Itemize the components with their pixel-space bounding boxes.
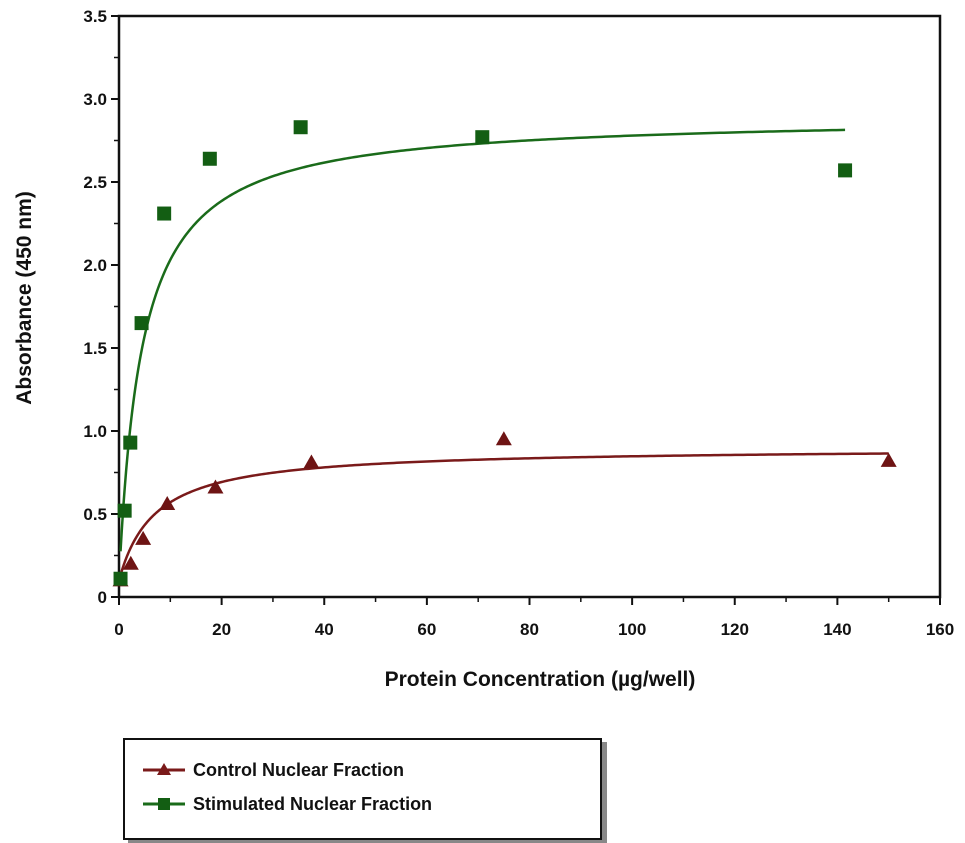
legend: Control Nuclear Fraction Stimulated Nucl… — [123, 738, 602, 840]
y-tick-label: 2.5 — [83, 173, 107, 192]
legend-item-stimulated: Stimulated Nuclear Fraction — [143, 792, 432, 816]
fit-curves — [119, 128, 889, 576]
x-tick-label: 80 — [520, 620, 539, 639]
data-point-control — [207, 479, 224, 494]
data-points — [112, 120, 897, 587]
data-point-control — [122, 555, 139, 570]
x-tick-label: 140 — [823, 620, 851, 639]
y-tick-label: 0 — [98, 588, 107, 607]
plot-area — [117, 14, 942, 599]
x-tick-label: 60 — [417, 620, 436, 639]
y-axis: 0 0.5 1.0 1.5 2.0 2.5 3.0 3.5 — [83, 7, 119, 607]
data-point-stimulated — [202, 151, 217, 166]
legend-label-control: Control Nuclear Fraction — [193, 759, 405, 780]
data-point-control — [495, 431, 512, 446]
y-tick-label: 1.5 — [83, 339, 107, 358]
x-axis-title: Protein Concentration (µg/well) — [385, 668, 696, 691]
fit-curve — [119, 128, 846, 552]
y-axis-title: Absorbance (450 nm) — [13, 191, 36, 405]
data-point-stimulated — [134, 316, 149, 331]
data-point-control — [135, 530, 152, 545]
y-tick-label: 2.0 — [83, 256, 107, 275]
data-point-stimulated — [475, 130, 490, 145]
plot-border — [117, 14, 942, 599]
x-tick-label: 160 — [926, 620, 954, 639]
data-point-control — [159, 496, 176, 511]
fit-curve — [119, 452, 889, 576]
triangle-marker-icon — [143, 763, 185, 775]
x-axis: 0 20 40 60 80 100 120 140 160 — [114, 597, 954, 639]
data-point-control — [303, 454, 320, 469]
y-tick-label: 3.5 — [83, 7, 107, 26]
x-tick-label: 0 — [114, 620, 123, 639]
x-tick-label: 20 — [212, 620, 231, 639]
legend-label-stimulated: Stimulated Nuclear Fraction — [193, 793, 433, 814]
x-tick-label: 40 — [315, 620, 334, 639]
data-point-stimulated — [117, 503, 132, 518]
data-point-stimulated — [838, 163, 853, 178]
data-point-stimulated — [123, 435, 138, 450]
x-tick-label: 120 — [721, 620, 749, 639]
data-point-stimulated — [293, 120, 308, 135]
legend-item-control: Control Nuclear Fraction — [143, 758, 404, 782]
x-tick-label: 100 — [618, 620, 646, 639]
square-marker-icon — [143, 798, 185, 810]
y-tick-label: 1.0 — [83, 422, 107, 441]
data-point-control — [880, 452, 897, 467]
y-tick-label: 3.0 — [83, 90, 107, 109]
data-point-stimulated — [113, 571, 128, 586]
y-tick-label: 0.5 — [83, 505, 107, 524]
data-point-stimulated — [157, 206, 172, 221]
